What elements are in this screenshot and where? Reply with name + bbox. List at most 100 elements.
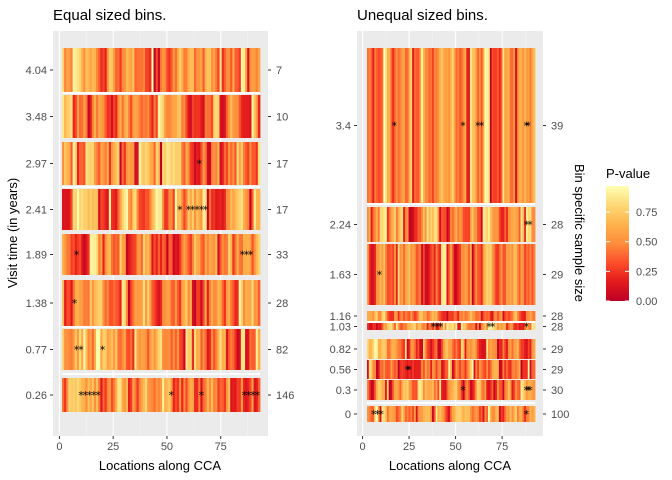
heatmap-cell bbox=[74, 234, 78, 275]
significance-star: * bbox=[431, 321, 437, 334]
heatmap-cell bbox=[464, 207, 467, 242]
heatmap-cell bbox=[386, 323, 390, 330]
sample-size-tick-label: 39 bbox=[551, 121, 563, 133]
heatmap-cell bbox=[516, 380, 520, 400]
heatmap-cell bbox=[81, 142, 84, 185]
heatmap-cell bbox=[415, 323, 418, 330]
heatmap-cell bbox=[524, 360, 527, 379]
heatmap-cell bbox=[442, 380, 446, 400]
heatmap-cell bbox=[475, 207, 478, 242]
heatmap-cell bbox=[245, 189, 248, 230]
heatmap-cell bbox=[455, 311, 458, 321]
heatmap-cell bbox=[475, 48, 478, 203]
heatmap-cell bbox=[102, 189, 105, 230]
heatmap-cell bbox=[383, 244, 386, 305]
heatmap-cell bbox=[433, 323, 437, 330]
heatmap-cell bbox=[211, 234, 214, 275]
heatmap-cell bbox=[395, 380, 399, 400]
heatmap-cell bbox=[142, 329, 146, 370]
heatmap-cell bbox=[108, 142, 112, 185]
panel-right: Unequal sized bins. *** ** ******** ** *****… bbox=[330, 7, 587, 473]
heatmap-cell bbox=[68, 142, 71, 185]
heatmap-cell bbox=[383, 360, 386, 379]
heatmap-cell bbox=[506, 311, 509, 321]
heatmap-cell bbox=[482, 48, 485, 203]
heatmap-cell bbox=[130, 378, 133, 412]
heatmap-cell bbox=[142, 95, 146, 138]
heatmap-cell bbox=[372, 48, 375, 203]
heatmap-cell bbox=[529, 311, 532, 321]
heatmap-cell bbox=[228, 234, 231, 275]
heatmap-cell bbox=[106, 142, 110, 185]
heatmap-cell bbox=[106, 280, 110, 326]
heatmap-cell bbox=[81, 189, 84, 230]
heatmap-cell bbox=[516, 339, 520, 359]
heatmap-cell bbox=[108, 329, 112, 370]
heatmap-cell bbox=[74, 280, 78, 326]
heatmap-cell bbox=[102, 234, 105, 275]
heatmap-cell bbox=[185, 329, 189, 370]
significance-star: * bbox=[248, 249, 254, 262]
heatmap-cell bbox=[401, 323, 404, 330]
heatmap-cell bbox=[232, 189, 235, 230]
heatmap-cell bbox=[446, 360, 449, 379]
heatmap-cell bbox=[441, 311, 444, 321]
heatmap-cell bbox=[204, 142, 208, 185]
heatmap-cell bbox=[255, 280, 259, 326]
heatmap-cell bbox=[379, 339, 382, 359]
heatmap-cell bbox=[446, 48, 449, 203]
heatmap-cell bbox=[500, 48, 503, 203]
heatmap-cell bbox=[66, 280, 69, 326]
heatmap-cell bbox=[130, 189, 133, 230]
significance-star: * bbox=[78, 344, 84, 357]
heatmap-cell bbox=[439, 311, 442, 321]
heatmap-cell bbox=[191, 48, 195, 92]
significance-star: * bbox=[434, 321, 440, 334]
heatmap-cell bbox=[397, 244, 400, 305]
heatmap-cell bbox=[110, 142, 114, 185]
heatmap-cell bbox=[430, 406, 433, 422]
significance-star: * bbox=[244, 249, 250, 262]
panel-left-y-axis-label: Visit time (in years) bbox=[5, 178, 20, 288]
heatmap-cell bbox=[525, 380, 529, 400]
heatmap-cell bbox=[509, 207, 512, 242]
heatmap-cell bbox=[455, 48, 458, 203]
heatmap-cell bbox=[225, 378, 229, 412]
heatmap-cell bbox=[159, 329, 163, 370]
heatmap-cell bbox=[153, 378, 157, 412]
heatmap-cell bbox=[479, 244, 482, 305]
heatmap-cell bbox=[444, 48, 447, 203]
heatmap-cell bbox=[236, 189, 240, 230]
heatmap-cell bbox=[170, 142, 174, 185]
heatmap-cell bbox=[412, 323, 415, 330]
heatmap-cell bbox=[529, 360, 532, 379]
heatmap-cell bbox=[531, 380, 534, 400]
heatmap-cell bbox=[106, 329, 110, 370]
heatmap-cell bbox=[488, 360, 491, 379]
heatmap-cell bbox=[181, 48, 184, 92]
heatmap-cell bbox=[377, 244, 381, 305]
heatmap-cell bbox=[136, 329, 140, 370]
heatmap-cell bbox=[125, 142, 129, 185]
heatmap-cell bbox=[415, 48, 418, 203]
heatmap-cell bbox=[401, 380, 404, 400]
heatmap-cell bbox=[217, 378, 220, 412]
legend-colorbar bbox=[606, 186, 629, 301]
heatmap-cell bbox=[509, 323, 512, 330]
heatmap-cell bbox=[140, 95, 144, 138]
heatmap-cell bbox=[383, 48, 386, 203]
heatmap-cell bbox=[507, 323, 511, 330]
heatmap-cell bbox=[204, 378, 208, 412]
heatmap-cell bbox=[466, 360, 469, 379]
heatmap-cell bbox=[372, 380, 375, 400]
heatmap-cell bbox=[388, 207, 391, 242]
heatmap-cell bbox=[125, 234, 129, 275]
significance-star: * bbox=[199, 204, 205, 217]
y-tick-label: 1.38 bbox=[26, 298, 47, 310]
heatmap-cell bbox=[185, 378, 189, 412]
heatmap-cell bbox=[460, 360, 464, 379]
heatmap-cell bbox=[168, 378, 171, 412]
heatmap-cell bbox=[399, 380, 402, 400]
heatmap-cell bbox=[62, 234, 65, 275]
heatmap-cell bbox=[200, 142, 203, 185]
